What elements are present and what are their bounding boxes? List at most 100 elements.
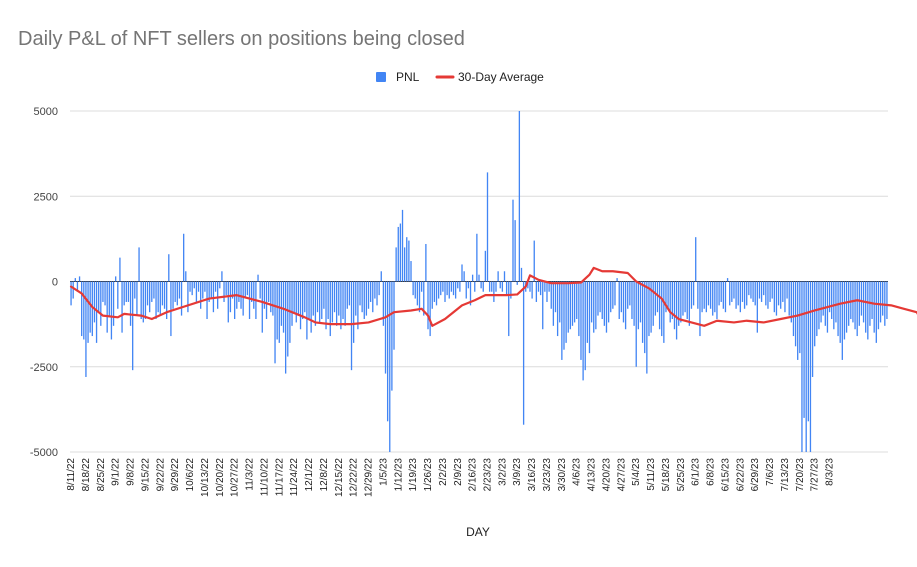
bar-129 (344, 281, 346, 326)
x-tick-label-41: 5/25/23 (676, 458, 687, 492)
bar-101 (284, 281, 287, 374)
x-tick-label-26: 2/9/23 (453, 458, 464, 486)
bar-292 (690, 281, 693, 309)
bar-57 (191, 281, 193, 296)
bar-178 (448, 281, 450, 299)
bar-289 (684, 281, 686, 313)
bar-339 (790, 281, 792, 323)
bar-277 (658, 281, 661, 330)
bar-264 (631, 281, 633, 320)
y-tick-label-2: 0 (52, 277, 58, 289)
bar-213 (522, 281, 525, 425)
bar-361 (837, 281, 839, 337)
bar-168 (427, 281, 429, 330)
bar-194 (482, 281, 484, 292)
bar-311 (731, 281, 733, 302)
bar-45 (166, 281, 168, 320)
bar-56 (189, 281, 191, 292)
bar-138 (363, 281, 365, 320)
bar-251 (603, 281, 606, 326)
x-tick-label-25: 2/2/23 (438, 458, 449, 486)
bar-298 (703, 281, 705, 309)
bar-108 (299, 281, 302, 330)
bar-220 (537, 281, 540, 292)
x-tick-label-24: 1/26/23 (423, 458, 434, 492)
bar-44 (163, 281, 166, 309)
bar-133 (352, 281, 355, 343)
bar-198 (491, 281, 493, 292)
bar-65 (208, 281, 210, 302)
bar-18 (108, 281, 110, 316)
bar-19 (110, 281, 113, 340)
bar-84 (248, 281, 251, 320)
bar-216 (529, 281, 531, 292)
bar-379 (875, 281, 877, 343)
bar-25 (123, 281, 125, 306)
bar-52 (180, 281, 183, 316)
pnl-bars (70, 111, 888, 452)
bar-366 (848, 281, 850, 326)
bar-223 (544, 281, 546, 292)
bar-27 (127, 281, 130, 302)
bar-155 (399, 223, 402, 282)
bar-120 (325, 281, 327, 330)
bar-342 (797, 281, 799, 360)
bar-384 (886, 281, 888, 320)
bar-253 (607, 281, 610, 323)
bar-281 (667, 281, 669, 309)
bar-371 (858, 281, 860, 326)
bar-48 (172, 281, 174, 309)
bar-60 (197, 281, 200, 292)
bar-109 (301, 281, 304, 320)
legend-label-average: 30-Day Average (458, 70, 544, 84)
bar-287 (680, 281, 682, 323)
bar-370 (856, 281, 858, 337)
bar-37 (149, 281, 151, 313)
bar-169 (429, 281, 431, 337)
bar-343 (799, 281, 801, 354)
x-tick-label-7: 9/29/22 (170, 458, 181, 492)
bar-183 (459, 281, 461, 292)
bar-130 (346, 281, 348, 309)
bar-112 (308, 281, 310, 320)
bar-252 (605, 281, 608, 333)
bar-202 (499, 281, 501, 289)
bar-355 (824, 281, 826, 326)
bar-346 (805, 281, 807, 452)
bar-323 (756, 281, 758, 333)
bar-121 (327, 281, 329, 320)
x-tick-label-51: 8/3/23 (825, 458, 836, 486)
x-tick-label-49: 7/20/23 (795, 458, 806, 492)
bar-153 (395, 247, 397, 282)
bar-160 (410, 261, 412, 282)
x-tick-label-42: 6/1/23 (691, 458, 702, 486)
bar-85 (251, 281, 253, 302)
bar-69 (217, 281, 219, 309)
bar-150 (389, 281, 391, 452)
bar-148 (384, 281, 387, 374)
bar-290 (686, 281, 688, 320)
bar-134 (355, 281, 357, 316)
bar-348 (809, 281, 812, 452)
bar-293 (692, 281, 695, 306)
bar-55 (187, 281, 189, 313)
bar-98 (278, 281, 280, 343)
bar-35 (144, 281, 147, 320)
bar-217 (531, 281, 533, 299)
bar-271 (646, 281, 648, 374)
bar-63 (204, 281, 206, 292)
bar-142 (372, 281, 374, 313)
bar-132 (350, 281, 353, 371)
x-tick-label-31: 3/16/23 (527, 458, 538, 492)
bar-280 (665, 281, 667, 313)
bar-144 (376, 281, 378, 306)
bar-11 (93, 281, 96, 323)
bar-1 (72, 281, 74, 299)
bar-199 (493, 281, 495, 302)
bar-306 (720, 281, 722, 302)
bar-68 (214, 281, 217, 292)
bar-50 (176, 281, 178, 306)
bar-30 (134, 281, 136, 299)
bar-51 (178, 281, 181, 299)
